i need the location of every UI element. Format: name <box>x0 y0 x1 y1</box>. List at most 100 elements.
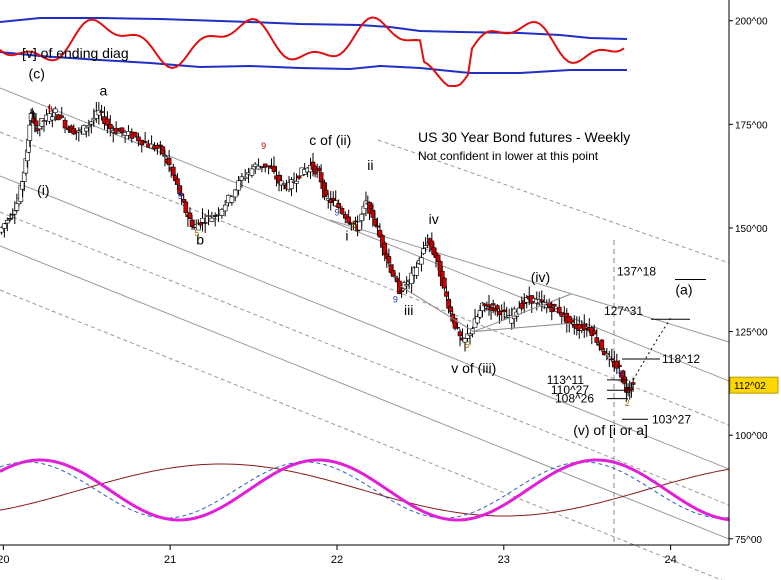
y-tick-label: 150^00 <box>735 224 768 235</box>
price-bar <box>549 307 555 313</box>
price-bar <box>455 326 460 329</box>
x-tick-label: 23 <box>498 554 510 566</box>
price-bars <box>0 101 636 402</box>
price-bar <box>609 358 615 361</box>
wave-label: i <box>345 227 348 243</box>
wave-label: iv <box>429 211 439 227</box>
price-bar <box>386 256 392 264</box>
channel-line <box>0 87 730 382</box>
price-target-label: 127^31 <box>604 304 643 318</box>
price-bar <box>39 118 45 127</box>
sequence-count: 9 <box>334 208 339 218</box>
price-target-label: 108^26 <box>555 392 594 406</box>
price-bar <box>202 222 208 224</box>
price-bar <box>229 196 235 203</box>
wave-label: iii <box>404 302 413 318</box>
price-target-label: 110^27 <box>551 383 589 397</box>
price-bar <box>375 225 380 228</box>
y-tick-label: 175^00 <box>735 120 768 131</box>
wave-label: (a) <box>675 281 692 297</box>
price-bar <box>33 120 39 126</box>
wave-label: a <box>100 82 108 98</box>
price-bar <box>119 127 125 133</box>
price-bar <box>155 144 160 149</box>
price-bar <box>346 216 351 224</box>
price-bar <box>99 111 104 113</box>
cycle-red-line <box>0 463 730 517</box>
price-bar <box>281 183 287 185</box>
price-bar <box>509 315 515 324</box>
price-bar <box>599 339 605 351</box>
wave-label: [v] of ending diag <box>22 45 129 61</box>
price-bar <box>232 189 238 198</box>
oscillator-line <box>0 16 625 87</box>
current-price-label: 112^02 <box>734 381 766 392</box>
wave-label: v of (iii) <box>451 360 496 376</box>
price-bar <box>166 157 172 166</box>
price-bar <box>399 290 404 293</box>
price-bar <box>484 308 490 310</box>
sequence-count: 5 <box>465 340 470 350</box>
price-bar <box>30 112 35 114</box>
price-bar <box>594 337 600 343</box>
price-bar <box>86 125 92 128</box>
wave-label: (iv) <box>531 269 550 285</box>
price-bar <box>519 303 525 309</box>
price-bar <box>198 222 203 226</box>
price-bar <box>490 303 496 306</box>
price-bar <box>183 201 189 213</box>
price-bar <box>448 306 453 312</box>
x-tick-label: 21 <box>164 554 176 566</box>
price-bar <box>617 364 622 367</box>
price-bar <box>377 229 383 238</box>
upper-band-line <box>0 17 628 40</box>
price-bar <box>14 203 20 211</box>
price-bar <box>591 330 597 335</box>
price-bar <box>158 144 163 147</box>
sequence-count: 2 <box>625 398 630 408</box>
price-bar <box>452 317 458 329</box>
price-bar <box>607 356 612 360</box>
price-bar <box>409 272 414 284</box>
price-bar <box>467 333 473 336</box>
price-bar <box>457 331 463 337</box>
price-bar <box>330 197 336 201</box>
price-bar <box>382 242 388 256</box>
price-bar <box>486 304 492 308</box>
price-bar <box>614 360 620 369</box>
price-bar <box>136 136 141 142</box>
price-bar <box>209 217 215 222</box>
wave-label: b <box>196 232 204 248</box>
price-bar <box>604 353 610 356</box>
price-bar <box>105 118 110 126</box>
price-bar <box>465 333 470 339</box>
upper-indicator <box>0 16 628 87</box>
price-bar <box>4 220 10 224</box>
price-bar <box>488 306 494 311</box>
sequence-count: 9 <box>393 295 398 305</box>
price-bar <box>336 203 341 209</box>
price-bar <box>219 209 225 216</box>
price-bar <box>249 168 255 176</box>
chart-subtitle: Not confident in lower at this point <box>418 149 599 163</box>
price-bar <box>113 127 119 134</box>
price-bar <box>569 319 575 323</box>
price-bar <box>252 163 258 167</box>
price-bar <box>372 218 378 226</box>
cycle-indicator <box>0 458 730 522</box>
price-bar <box>501 309 507 313</box>
price-bar <box>271 165 277 172</box>
price-bar <box>108 124 113 130</box>
channel-line <box>0 175 730 470</box>
price-bar <box>236 180 241 191</box>
price-bar <box>175 178 180 185</box>
price-bar <box>390 269 396 277</box>
channel-line <box>0 211 730 506</box>
x-tick-label: 20 <box>0 554 9 566</box>
y-tick-label: 100^00 <box>735 431 768 442</box>
price-bar <box>2 223 7 229</box>
lower-band-line <box>0 51 627 74</box>
price-bar <box>556 306 562 314</box>
price-bar <box>404 284 409 287</box>
